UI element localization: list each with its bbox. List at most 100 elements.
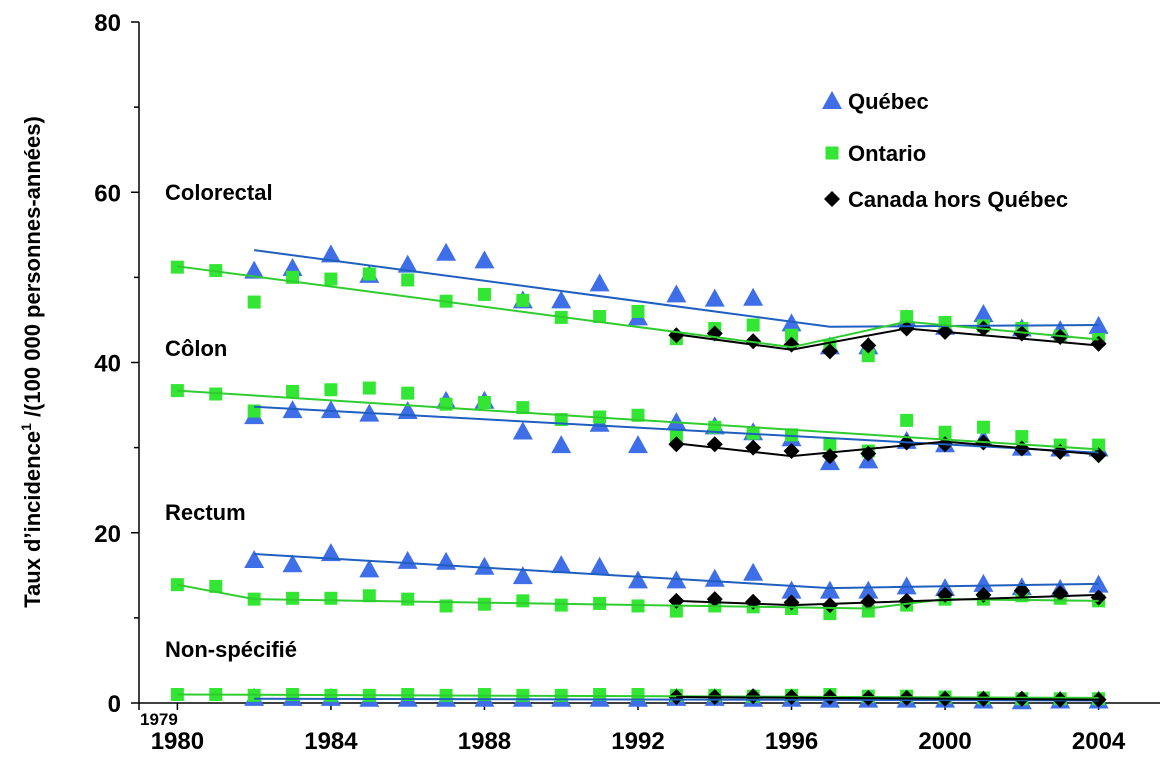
marker: [976, 420, 990, 434]
marker: [477, 396, 491, 410]
x-tick-label: 1980: [151, 728, 204, 754]
y-axis-title-sup: 1: [18, 423, 34, 431]
marker: [209, 579, 223, 593]
marker: [401, 386, 415, 400]
marker: [244, 260, 265, 279]
marker: [320, 543, 341, 562]
marker: [324, 591, 338, 605]
marker: [554, 598, 568, 612]
trend-line: [676, 593, 1099, 607]
trend-line: [254, 553, 1099, 590]
marker: [938, 425, 952, 439]
marker: [1090, 447, 1107, 464]
marker: [666, 412, 687, 431]
trend-line: [177, 389, 1099, 451]
trend-line: [676, 327, 1099, 351]
legend-label: Québec: [848, 89, 929, 114]
marker: [785, 428, 799, 442]
marker: [631, 687, 645, 701]
y-tick-label: 60: [94, 180, 121, 207]
marker: [512, 421, 533, 440]
marker: [593, 596, 607, 610]
trend-line: [676, 440, 1099, 458]
marker: [324, 383, 338, 397]
x-tick-label: 1984: [304, 728, 358, 754]
marker: [1088, 315, 1109, 334]
marker: [477, 687, 491, 701]
marker: [821, 343, 838, 360]
y-axis-title: Taux d’incidence1 /(100 000 personnes-an…: [18, 116, 45, 608]
marker: [401, 273, 415, 287]
marker: [397, 550, 418, 569]
trend-line: [254, 697, 1099, 702]
marker: [474, 556, 495, 575]
y-tick-label: 20: [94, 521, 121, 548]
marker: [627, 570, 648, 589]
x-tick-label: 2000: [918, 728, 971, 754]
marker: [362, 381, 376, 395]
marker: [706, 436, 723, 453]
x-tick-label: 1992: [611, 728, 664, 754]
marker: [320, 400, 341, 419]
marker: [593, 310, 607, 324]
marker: [474, 250, 495, 269]
marker: [666, 284, 687, 303]
marker: [516, 293, 530, 307]
trend-line: [177, 583, 1099, 610]
marker: [589, 556, 610, 575]
marker: [359, 559, 380, 578]
y-tick-label: 40: [94, 351, 121, 378]
marker: [781, 580, 802, 599]
legend-marker: [824, 191, 840, 207]
legend-marker: [825, 146, 839, 160]
marker: [244, 549, 265, 568]
marker: [823, 607, 837, 621]
marker: [746, 318, 760, 332]
marker: [973, 303, 994, 322]
marker: [896, 576, 917, 595]
marker: [512, 566, 533, 585]
marker: [551, 555, 572, 574]
marker: [704, 568, 725, 587]
trend-line: [177, 693, 1099, 699]
marker: [362, 589, 376, 603]
marker: [973, 573, 994, 592]
trend-line: [254, 249, 1099, 328]
marker: [593, 687, 607, 701]
marker: [286, 384, 300, 398]
marker: [589, 273, 610, 292]
marker: [477, 287, 491, 301]
marker: [743, 287, 764, 306]
marker: [401, 592, 415, 606]
x-tick-label: 1979: [140, 710, 178, 729]
legend-marker: [822, 91, 842, 109]
marker: [247, 295, 261, 309]
marker: [743, 562, 764, 581]
marker: [669, 604, 683, 618]
group-label: Rectum: [165, 500, 246, 525]
marker: [551, 290, 572, 309]
marker: [436, 242, 457, 261]
x-tick-label: 1988: [458, 728, 511, 754]
group-label: Côlon: [165, 336, 227, 361]
marker: [627, 435, 648, 454]
group-label: Colorectal: [165, 180, 273, 205]
marker: [286, 591, 300, 605]
y-tick-label: 0: [108, 691, 121, 718]
marker: [785, 328, 799, 342]
legend-label: Ontario: [848, 141, 926, 166]
trend-line: [254, 405, 1099, 454]
y-tick-label: 80: [94, 10, 121, 37]
marker: [1013, 582, 1030, 599]
marker: [631, 408, 645, 422]
group-label: Non-spécifié: [165, 637, 297, 662]
marker: [860, 337, 877, 354]
marker: [858, 580, 879, 599]
marker: [436, 551, 457, 570]
marker: [282, 554, 303, 573]
marker: [1015, 430, 1029, 444]
trend-line: [676, 696, 1099, 701]
marker: [823, 437, 837, 451]
marker: [516, 401, 530, 415]
marker: [477, 597, 491, 611]
